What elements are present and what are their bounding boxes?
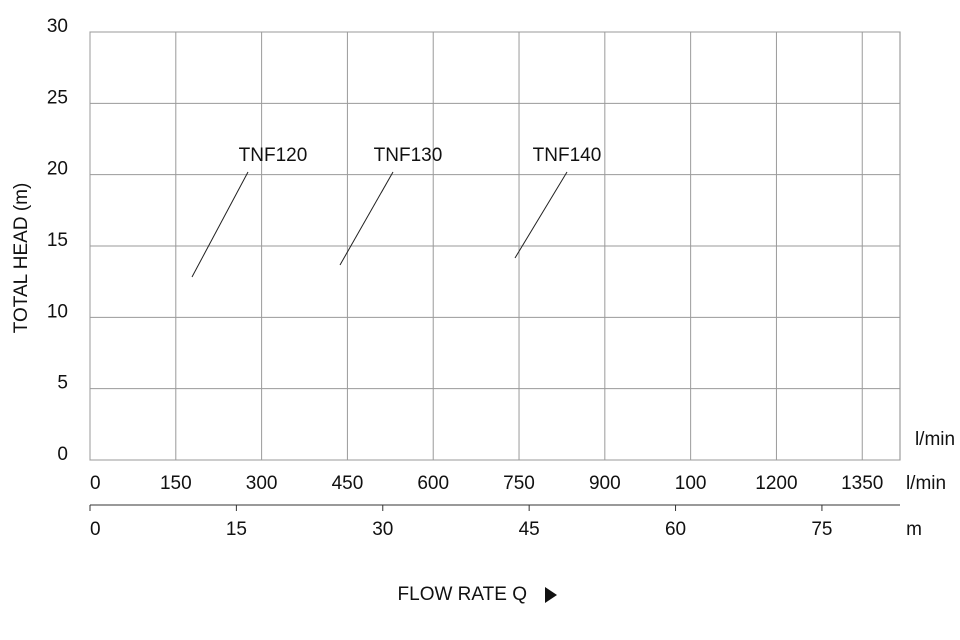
arrow xyxy=(545,587,557,603)
x2-tick-label: 30 xyxy=(372,519,393,540)
x-tick-label: 150 xyxy=(160,473,192,494)
leader-line xyxy=(191,171,249,278)
leader-line xyxy=(339,171,394,266)
x-unit-top: l/min xyxy=(915,429,955,450)
y-tick-label: 10 xyxy=(47,301,68,322)
leader-line xyxy=(514,171,568,259)
series-label: TNF130 xyxy=(374,145,443,166)
y-tick-label: 30 xyxy=(47,16,68,37)
y-tick-label: 5 xyxy=(57,373,68,394)
x-tick-label: 750 xyxy=(503,473,535,494)
x2-tick-label: 60 xyxy=(665,519,686,540)
y-tick-label: 0 xyxy=(57,444,68,465)
x-tick-label: 0 xyxy=(90,473,101,494)
x-tick-label: 600 xyxy=(417,473,449,494)
x2-tick-label: 15 xyxy=(226,519,247,540)
x-unit: l/min xyxy=(906,473,946,494)
x2-unit: m xyxy=(906,519,922,540)
x2-tick-label: 45 xyxy=(519,519,540,540)
x-axis-title: FLOW RATE Q xyxy=(398,584,527,605)
x-tick-label: 900 xyxy=(589,473,621,494)
series-label: TNF120 xyxy=(239,145,308,166)
y-axis-title: TOTAL HEAD (m) xyxy=(11,183,32,334)
x-tick-label: 1350 xyxy=(841,473,883,494)
y-tick-label: 20 xyxy=(47,159,68,180)
y-tick-label: 25 xyxy=(47,87,68,108)
x-tick-label: 100 xyxy=(675,473,707,494)
x2-tick-label: 75 xyxy=(811,519,832,540)
x-tick-label: 1200 xyxy=(755,473,797,494)
x-tick-label: 450 xyxy=(332,473,364,494)
y-tick-label: 15 xyxy=(47,230,68,251)
x2-tick-label: 0 xyxy=(90,519,101,540)
series-label: TNF140 xyxy=(533,145,602,166)
x-tick-label: 300 xyxy=(246,473,278,494)
